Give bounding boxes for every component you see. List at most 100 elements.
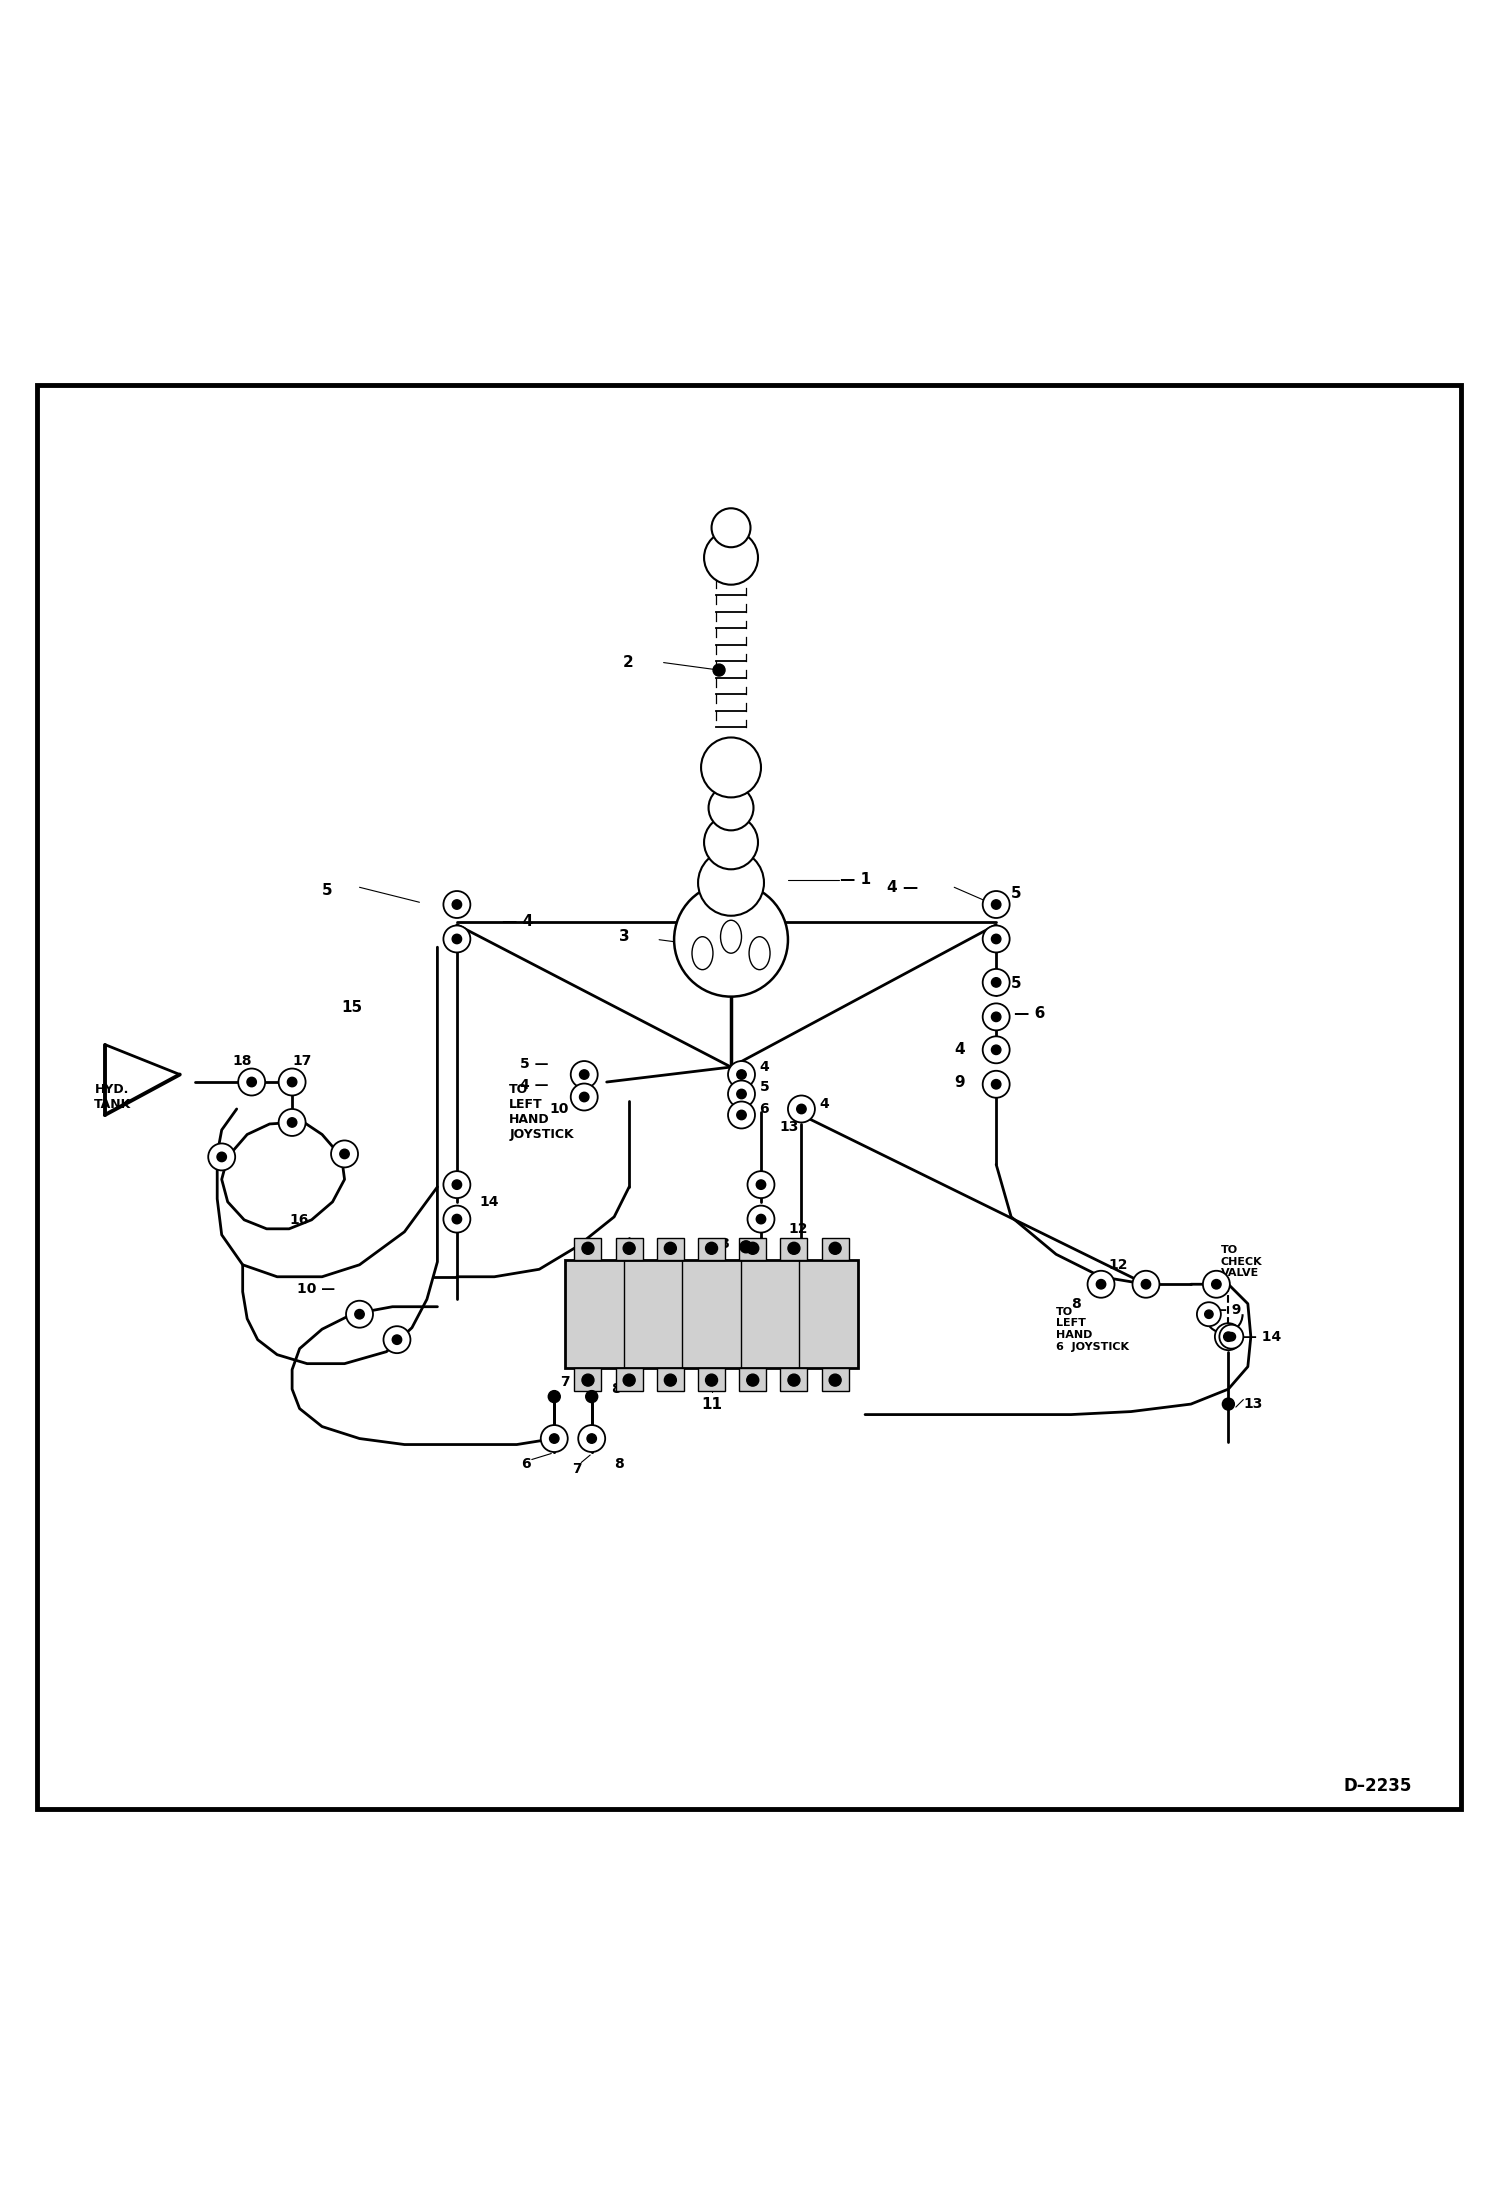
Circle shape <box>1203 1270 1230 1297</box>
Circle shape <box>983 1003 1010 1031</box>
Circle shape <box>706 1373 718 1387</box>
Circle shape <box>346 1301 373 1327</box>
Circle shape <box>452 1213 461 1224</box>
Circle shape <box>756 1213 765 1224</box>
Circle shape <box>1088 1270 1115 1297</box>
Text: TO
LEFT
HAND
6  JOYSTICK: TO LEFT HAND 6 JOYSTICK <box>1056 1308 1129 1352</box>
Circle shape <box>728 1079 755 1108</box>
Text: — 14: — 14 <box>1243 1330 1282 1343</box>
Circle shape <box>709 785 753 829</box>
Circle shape <box>740 1242 752 1253</box>
Bar <box>780 1369 807 1391</box>
Bar <box>698 1237 725 1259</box>
Text: 2: 2 <box>623 656 634 669</box>
Circle shape <box>548 1391 560 1402</box>
Circle shape <box>541 1426 568 1452</box>
Text: 4 —: 4 — <box>887 880 918 895</box>
Circle shape <box>217 1152 226 1161</box>
Text: 15: 15 <box>342 1000 363 1014</box>
Circle shape <box>279 1108 306 1136</box>
Text: 5 —: 5 — <box>520 1058 548 1071</box>
Circle shape <box>623 1373 635 1387</box>
Text: 5: 5 <box>759 1079 770 1093</box>
Circle shape <box>674 882 788 996</box>
Circle shape <box>704 816 758 869</box>
Circle shape <box>1215 1323 1242 1349</box>
Circle shape <box>728 1101 755 1128</box>
Circle shape <box>208 1143 235 1169</box>
Circle shape <box>581 1242 593 1255</box>
Circle shape <box>1224 1332 1233 1341</box>
Text: 5: 5 <box>322 882 333 897</box>
Circle shape <box>443 1172 470 1198</box>
Circle shape <box>578 1426 605 1452</box>
Circle shape <box>788 1373 800 1387</box>
Text: 3: 3 <box>619 930 629 943</box>
Bar <box>565 1259 857 1369</box>
Circle shape <box>452 935 461 943</box>
Circle shape <box>788 1095 815 1123</box>
Circle shape <box>1141 1279 1150 1288</box>
Circle shape <box>587 1435 596 1444</box>
Bar <box>739 1369 765 1391</box>
Circle shape <box>698 849 764 915</box>
Text: 6: 6 <box>759 1101 768 1117</box>
Circle shape <box>580 1093 589 1101</box>
Text: 4: 4 <box>819 1097 830 1112</box>
Bar <box>698 1369 725 1391</box>
Circle shape <box>992 935 1001 943</box>
Circle shape <box>983 1036 1010 1064</box>
Circle shape <box>452 1180 461 1189</box>
Text: TO
LEFT
HAND
JOYSTICK: TO LEFT HAND JOYSTICK <box>509 1084 574 1141</box>
Circle shape <box>737 1110 746 1119</box>
Circle shape <box>748 1207 774 1233</box>
Text: 7: 7 <box>572 1461 581 1477</box>
Text: 4 —: 4 — <box>520 1077 548 1093</box>
Circle shape <box>830 1242 842 1255</box>
Text: 8: 8 <box>614 1457 625 1470</box>
Circle shape <box>983 1071 1010 1097</box>
Circle shape <box>664 1242 676 1255</box>
Bar <box>780 1237 807 1259</box>
Circle shape <box>1212 1279 1221 1288</box>
Circle shape <box>443 1207 470 1233</box>
Text: 17: 17 <box>292 1053 312 1068</box>
Circle shape <box>288 1077 297 1086</box>
Circle shape <box>664 1373 676 1387</box>
Circle shape <box>550 1435 559 1444</box>
Text: 4: 4 <box>759 1060 770 1075</box>
Text: 8: 8 <box>719 1237 730 1251</box>
Circle shape <box>704 531 758 584</box>
Circle shape <box>706 1242 718 1255</box>
Circle shape <box>571 1084 598 1110</box>
Circle shape <box>830 1373 842 1387</box>
Text: 10: 10 <box>550 1101 569 1117</box>
Circle shape <box>788 1242 800 1255</box>
Text: 12: 12 <box>1109 1257 1128 1273</box>
Bar <box>821 1237 848 1259</box>
Circle shape <box>1204 1310 1213 1319</box>
Circle shape <box>746 1242 758 1255</box>
Circle shape <box>713 665 725 676</box>
Text: — 1: — 1 <box>840 873 872 886</box>
Circle shape <box>1132 1270 1159 1297</box>
Circle shape <box>288 1117 297 1128</box>
Circle shape <box>992 979 1001 987</box>
Circle shape <box>710 941 722 952</box>
Text: 4: 4 <box>954 1042 965 1058</box>
Bar <box>821 1369 848 1391</box>
Circle shape <box>1227 1332 1236 1341</box>
Circle shape <box>1222 1398 1234 1411</box>
Text: — 9: — 9 <box>1213 1303 1242 1316</box>
Circle shape <box>737 1071 746 1079</box>
Circle shape <box>983 891 1010 917</box>
Text: 13: 13 <box>779 1119 798 1134</box>
Text: 16: 16 <box>289 1213 309 1226</box>
Circle shape <box>983 970 1010 996</box>
Circle shape <box>1197 1303 1221 1325</box>
Text: 11: 11 <box>701 1398 722 1411</box>
Circle shape <box>737 1088 746 1099</box>
Circle shape <box>443 891 470 917</box>
Circle shape <box>992 1079 1001 1088</box>
Circle shape <box>580 1071 589 1079</box>
